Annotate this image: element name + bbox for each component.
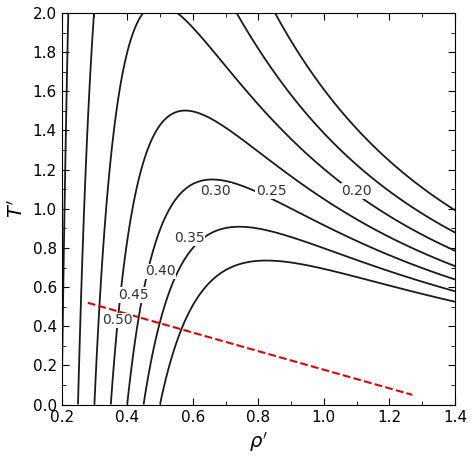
Text: 0.25: 0.25 bbox=[256, 184, 287, 198]
Text: 0.40: 0.40 bbox=[145, 265, 175, 278]
Text: 0.45: 0.45 bbox=[118, 288, 149, 302]
Y-axis label: $T'$: $T'$ bbox=[7, 200, 27, 218]
X-axis label: $\rho'$: $\rho'$ bbox=[249, 430, 268, 454]
Text: 0.35: 0.35 bbox=[174, 231, 205, 245]
Text: 0.20: 0.20 bbox=[341, 184, 372, 198]
Text: 0.50: 0.50 bbox=[102, 313, 133, 327]
Text: 0.30: 0.30 bbox=[201, 184, 231, 198]
